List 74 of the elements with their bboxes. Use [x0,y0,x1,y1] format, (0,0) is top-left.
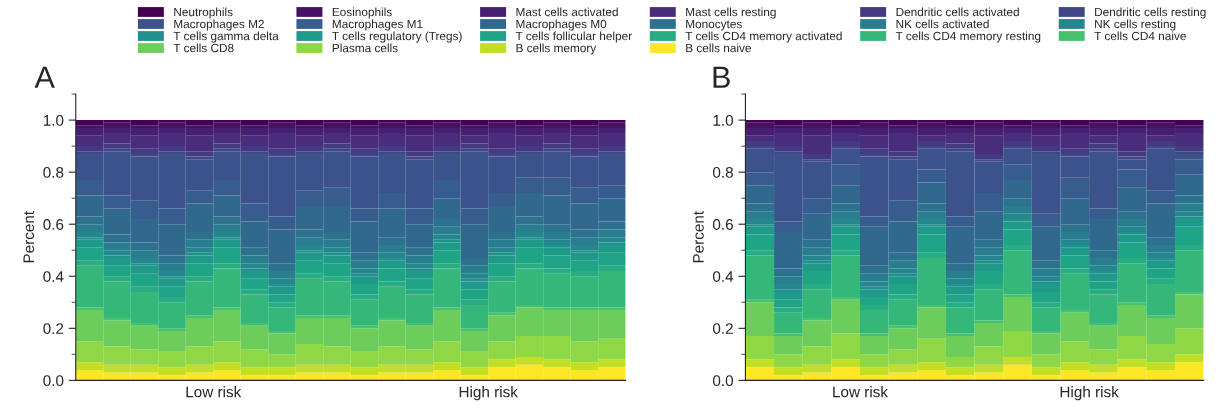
legend-label: Macrophages M0 [516,19,607,31]
y-tick-label: 1.0 [713,114,734,126]
bar [1146,140,1176,147]
y-axis-title: Percent [23,211,35,263]
bar [1089,143,1118,149]
y-tick-label: 0.2 [43,323,64,334]
y-tick-label: 0.8 [712,167,733,178]
y-tick-label: 0.0 [43,375,64,387]
legend-label: Dendritic cells resting [1095,7,1206,19]
chart-title: A [34,66,55,88]
text: High risk [1060,386,1119,401]
text: Low risk [833,386,889,398]
bar [745,302,775,337]
bar [831,297,860,300]
y-tick-label: 0.6 [43,219,64,230]
bar [268,330,296,334]
bar [1060,310,1090,313]
bar [405,323,434,326]
legend-label: Macrophages M2 [174,19,264,31]
bar [802,153,832,160]
text: High risk [459,386,518,401]
legend-label: Monocytes [686,19,742,31]
legend-label: Mast cells activated [516,7,618,17]
bar [1003,356,1032,365]
bar [745,140,775,147]
bar [1003,294,1032,298]
bar [1175,354,1204,363]
bar [745,255,775,300]
bar [1089,323,1118,326]
legend-label: T cells CD4 memory activated [685,31,842,43]
legend-label: Neutrophils [174,7,233,19]
bar [103,317,131,321]
bar [831,140,860,147]
legend-label: NK cells activated [896,19,989,29]
bar [1146,315,1176,318]
bar [158,328,186,331]
legend-label: Macrophages M1 [332,19,423,31]
legend-label: Plasma cells [332,43,398,53]
legend-label: T cells CD8 [173,43,234,53]
legend-label: NK cells resting [1095,19,1176,31]
y-tick-label: 0.2 [712,323,733,334]
legend-label: B cells memory [516,43,597,55]
bar [1117,151,1147,157]
legend-label: T cells regulatory (Tregs) [332,31,462,43]
bar [240,323,269,326]
legend-label: T cells follicular helper [515,31,632,43]
bar [213,307,241,311]
bar [1117,302,1147,305]
legend-label: T cells CD4 naive [1094,31,1186,41]
y-tick-label: 0.4 [43,271,64,282]
bar [1003,140,1032,147]
bar [185,315,214,318]
y-axis-title: Percent [693,211,704,263]
legend-label: Mast cells resting [686,7,776,19]
y-tick-label: 0.8 [43,167,64,178]
legend-label: B cells naive [686,43,751,53]
text: Low risk [186,386,242,398]
legend-label: T cells CD4 memory resting [895,31,1041,43]
bar [130,323,159,326]
bar [75,307,104,311]
legend-label: T cells gamma delta [173,31,279,43]
bar [1031,330,1061,334]
bar [802,317,832,321]
legend-label: Eosinophils [332,7,392,19]
chart-title: B [713,66,730,88]
y-tick-label: 0.0 [712,375,734,387]
bar [460,328,489,331]
bar [974,153,1004,160]
legend-label: Dendritic cells activated [896,7,1019,17]
y-tick-label: 0.6 [712,219,733,230]
bar [433,307,461,311]
y-tick-label: 1.0 [43,114,64,126]
y-tick-label: 0.4 [712,271,734,282]
bar [378,317,406,321]
